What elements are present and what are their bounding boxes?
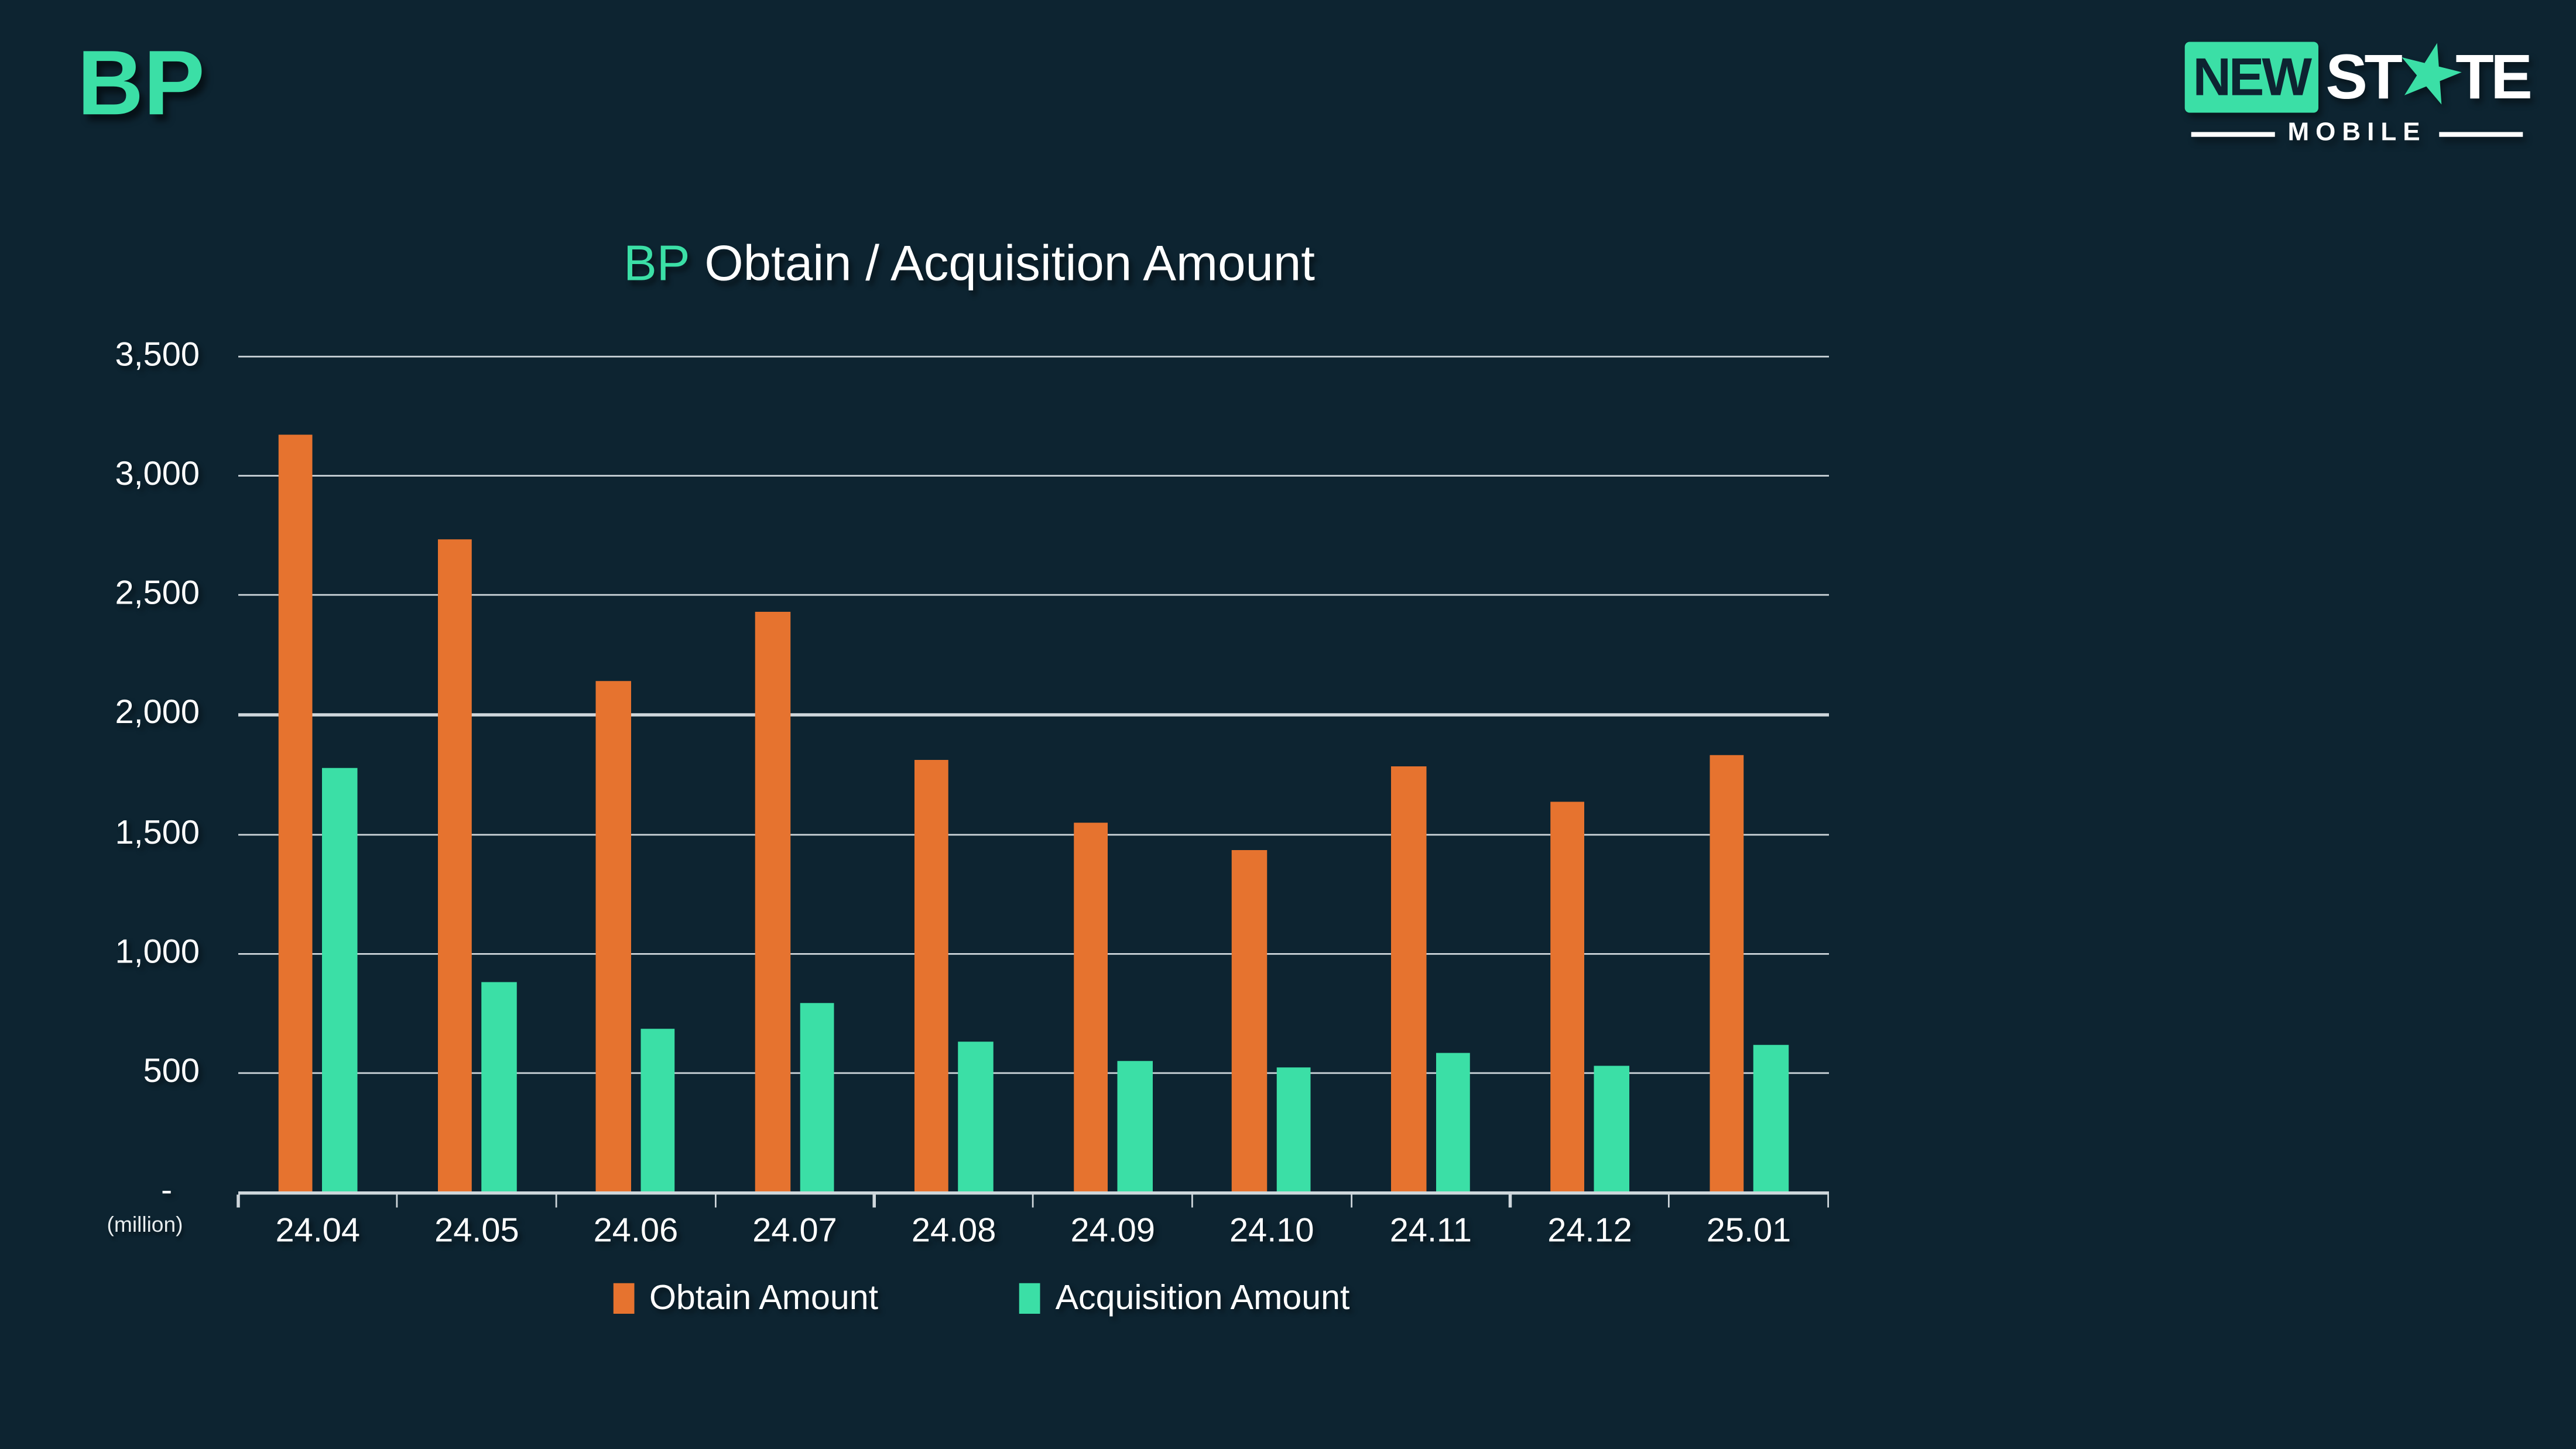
bar-acquisition-24.05 (481, 982, 516, 1193)
bar-obtain-24.11 (1391, 766, 1426, 1193)
axis-tick (873, 1194, 876, 1208)
bar-obtain-24.05 (437, 539, 472, 1193)
logo-wordmark: NEW ST ★ TE (2184, 20, 2533, 125)
x-axis-label: 24.04 (275, 1212, 361, 1251)
page-title: BP (77, 32, 205, 135)
gridline (238, 1072, 1828, 1075)
x-axis-label: 24.05 (434, 1212, 519, 1251)
x-axis-label: 24.07 (752, 1212, 837, 1251)
y-axis-label: 1,500 (115, 814, 200, 851)
bar-obtain-24.08 (914, 759, 949, 1193)
axis-tick (714, 1194, 717, 1208)
axis-tick (396, 1194, 399, 1208)
gridline (238, 833, 1828, 836)
gridline (238, 355, 1828, 358)
gridline (238, 475, 1828, 477)
y-axis-label: 500 (143, 1053, 200, 1091)
axis-tick (1350, 1194, 1352, 1208)
axis-tick (1032, 1194, 1034, 1208)
chart-title: BP Obtain / Acquisition Amount (174, 235, 1765, 293)
bar-obtain-24.04 (278, 434, 313, 1193)
x-axis-label: 24.08 (911, 1212, 996, 1251)
logo-state-word: ST ★ TE (2325, 20, 2533, 125)
bar-acquisition-24.08 (958, 1041, 994, 1193)
bar-obtain-24.07 (755, 612, 790, 1193)
bar-acquisition-24.10 (1276, 1067, 1311, 1193)
legend-item-obtain-amount: Obtain Amount (614, 1279, 878, 1317)
legend-label: Obtain Amount (649, 1278, 879, 1317)
axis-tick (1668, 1194, 1671, 1208)
logo-line-left (2191, 131, 2275, 136)
logo-line-right (2439, 131, 2523, 136)
gridline (238, 594, 1828, 597)
x-axis-label: 24.06 (593, 1212, 679, 1251)
x-axis-label: 25.01 (1706, 1212, 1791, 1251)
new-state-mobile-logo: NEW ST ★ TE MOBILE (2184, 20, 2533, 147)
legend: Obtain Amount Acquisition Amount (187, 1279, 1777, 1317)
bar-acquisition-24.06 (640, 1029, 676, 1193)
bar-obtain-24.06 (596, 681, 631, 1193)
axis-tick (237, 1194, 239, 1208)
gridline (238, 953, 1828, 955)
y-axis-label: 2,500 (115, 575, 200, 612)
chart-title-prefix: BP (623, 235, 690, 292)
bar-obtain-24.12 (1550, 802, 1585, 1193)
bar-acquisition-25.01 (1753, 1044, 1789, 1193)
axis-tick (1827, 1194, 1830, 1208)
bar-acquisition-24.11 (1436, 1053, 1471, 1193)
logo-subtitle-row: MOBILE (2187, 119, 2528, 147)
y-axis-label: 3,500 (115, 335, 200, 374)
logo-state-part2: TE (2455, 42, 2533, 112)
gridline (238, 714, 1828, 716)
x-axis-label: 24.10 (1229, 1212, 1314, 1251)
bar-acquisition-24.09 (1117, 1061, 1153, 1193)
logo-subtitle: MOBILE (2287, 119, 2427, 147)
axis-tick (1509, 1194, 1512, 1208)
axis-tick (1191, 1194, 1194, 1208)
legend-item-acquisition-amount: Acquisition Amount (1020, 1279, 1349, 1317)
bar-obtain-24.09 (1073, 823, 1108, 1193)
x-axis-label: 24.09 (1070, 1212, 1155, 1251)
y-axis-label: 1,000 (115, 933, 200, 971)
bar-obtain-24.10 (1232, 850, 1268, 1193)
legend-label: Acquisition Amount (1055, 1278, 1350, 1317)
logo-new-box: NEW (2184, 42, 2318, 113)
y-axis-zero-label: - (161, 1173, 173, 1210)
bar-acquisition-24.07 (799, 1003, 834, 1193)
axis-tick (555, 1194, 557, 1208)
legend-swatch (614, 1282, 635, 1313)
bar-acquisition-24.04 (323, 768, 358, 1193)
x-axis-line (238, 1192, 1828, 1195)
chart-title-rest: Obtain / Acquisition Amount (704, 235, 1316, 292)
x-axis-label: 24.12 (1547, 1212, 1632, 1251)
y-axis-label: 2,000 (115, 694, 200, 732)
logo-state-part1: ST (2325, 42, 2403, 112)
axis-unit-note: (million) (107, 1212, 183, 1238)
bar-obtain-25.01 (1709, 755, 1744, 1193)
y-axis-label: 3,000 (115, 455, 200, 493)
bar-acquisition-24.12 (1594, 1066, 1629, 1193)
legend-swatch (1020, 1282, 1041, 1313)
x-axis-label: 24.11 (1389, 1212, 1472, 1251)
